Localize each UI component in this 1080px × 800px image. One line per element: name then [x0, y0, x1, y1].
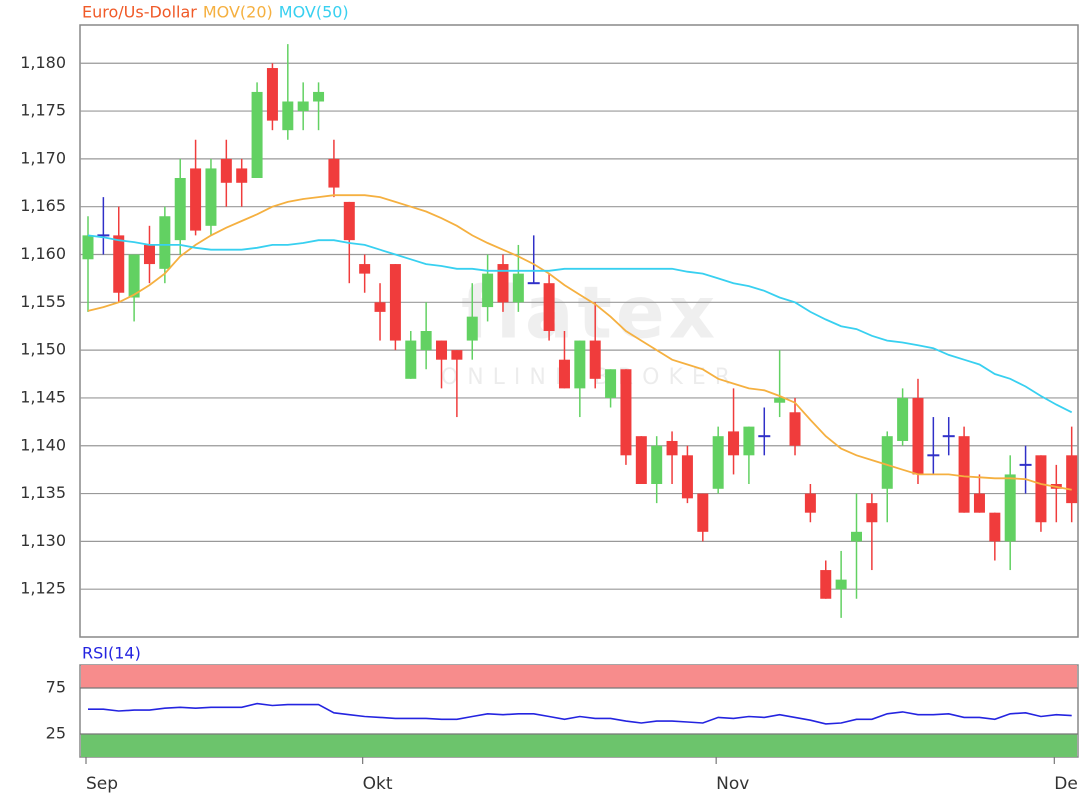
candle-body [605, 369, 617, 398]
y-tick-label: 1,145 [20, 387, 66, 406]
candle-body [728, 431, 740, 456]
candle-body [389, 264, 401, 341]
candle-body [651, 445, 663, 484]
candle-body [174, 178, 186, 241]
candle-body [1004, 474, 1016, 542]
legend-entry: RSI(14) [82, 644, 141, 663]
y-tick-label: 75 [46, 678, 66, 697]
y-tick-label: 1,170 [20, 148, 66, 167]
candle-body [205, 168, 217, 226]
candle-body [635, 436, 647, 484]
candle-body [558, 359, 570, 389]
y-tick-label: 1,160 [20, 244, 66, 263]
candle-body [866, 503, 878, 523]
candle-body [343, 201, 355, 241]
moving-average-line [87, 234, 1073, 414]
y-tick-label: 1,150 [20, 340, 66, 359]
candle-body [820, 570, 832, 599]
candle-body [697, 493, 709, 532]
candle-body [420, 331, 432, 351]
watermark-tagline: ONLINE BROKER [441, 365, 739, 390]
candle-body [897, 397, 909, 441]
candle-body [774, 397, 786, 403]
candle-body [589, 340, 601, 379]
candle-body [851, 531, 862, 542]
candle-body [159, 216, 171, 269]
candle-body [313, 91, 325, 102]
candle-body [466, 316, 478, 341]
candle-body [912, 397, 924, 475]
y-tick-label: 1,140 [20, 435, 66, 454]
candle-body [973, 493, 985, 513]
candle-body [359, 264, 371, 274]
candle-body [482, 273, 494, 308]
candle-body [804, 493, 816, 513]
y-tick-label: 1,155 [20, 292, 66, 311]
candle-body [835, 579, 847, 590]
candle-body [1035, 455, 1047, 523]
candle-body [681, 455, 693, 499]
candle-body [989, 512, 1001, 542]
candle-body [574, 340, 586, 389]
candle-body [297, 101, 309, 112]
candle-body [1066, 455, 1078, 504]
candle-body [666, 440, 678, 456]
x-tick-label: De [1054, 774, 1078, 794]
candle-body [405, 340, 417, 379]
y-tick-label: 25 [46, 724, 66, 743]
y-tick-label: 1,175 [20, 101, 66, 120]
candle-body [436, 340, 448, 360]
candle-body [743, 426, 755, 456]
candle-body [374, 302, 386, 312]
candle-body [958, 436, 970, 513]
main-panel [79, 24, 1079, 638]
candle-body [543, 283, 555, 331]
x-tick-label: Okt [363, 774, 393, 794]
candle-body [512, 273, 524, 303]
candle-body [236, 168, 248, 183]
candle-body [82, 235, 94, 260]
candle-body [881, 436, 893, 489]
x-tick-label: Nov [716, 774, 749, 794]
x-tick-label: Sep [86, 774, 118, 794]
candle-body [266, 68, 278, 121]
candle-body [789, 412, 801, 446]
y-tick-label: 1,165 [20, 196, 66, 215]
candle-body [143, 244, 155, 265]
moving-average-line [87, 194, 1072, 491]
rsi-line [88, 702, 1072, 725]
candle-body [497, 264, 509, 303]
candle-body [620, 369, 632, 456]
legend-entry: MOV(20) [203, 3, 273, 22]
legend-entry: Euro/Us-Dollar [82, 3, 197, 22]
candle-body [190, 168, 202, 231]
y-tick-label: 1,180 [20, 53, 66, 72]
candle-body [220, 158, 232, 183]
candle-body [451, 350, 463, 360]
candle-body [282, 101, 294, 131]
candle-body [113, 235, 125, 293]
candle-body [128, 254, 140, 298]
y-tick-label: 1,130 [20, 531, 66, 550]
y-tick-label: 1,125 [20, 579, 66, 598]
candle-body [251, 91, 263, 178]
rsi-band [81, 734, 1077, 757]
legend-entry: MOV(50) [279, 3, 349, 22]
candle-body [712, 436, 724, 489]
candle-body [328, 158, 340, 188]
y-tick-label: 1,135 [20, 483, 66, 502]
rsi-band [81, 665, 1077, 688]
